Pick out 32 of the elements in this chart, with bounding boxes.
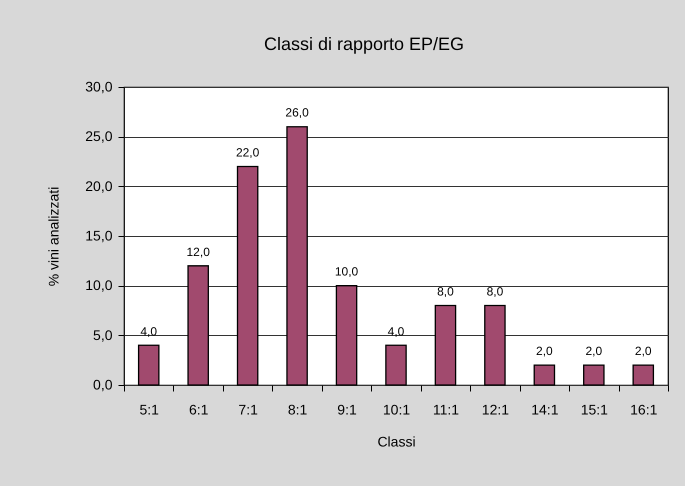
x-tick-label: 10:1 bbox=[382, 402, 410, 418]
x-tick-label: 16:1 bbox=[630, 402, 658, 418]
x-tick-label: 8:1 bbox=[288, 402, 308, 418]
y-tick-label: 10,0 bbox=[85, 277, 113, 294]
y-tick-label: 25,0 bbox=[85, 128, 113, 144]
y-tick-label: 20,0 bbox=[85, 178, 113, 194]
y-axis-title: % vini analizzati bbox=[45, 186, 62, 286]
x-tick-label: 14:1 bbox=[531, 402, 559, 418]
x-tick-label: 6:1 bbox=[188, 402, 209, 418]
x-tick-label: 9:1 bbox=[337, 402, 357, 418]
y-tick-label: 0,0 bbox=[93, 376, 113, 392]
y-tick-label: 5,0 bbox=[93, 326, 113, 343]
data-label: 2,0 bbox=[634, 344, 652, 358]
x-tick-label: 7:1 bbox=[238, 402, 258, 418]
data-label: 4,0 bbox=[388, 324, 405, 338]
data-label: 8,0 bbox=[486, 284, 504, 299]
chart-title: Classi di rapporto EP/EG bbox=[264, 34, 464, 54]
data-label: 26,0 bbox=[285, 106, 310, 120]
x-tick-label: 15:1 bbox=[580, 402, 608, 418]
data-label: 8,0 bbox=[437, 284, 454, 299]
data-label: 2,0 bbox=[536, 344, 554, 358]
x-tick-label: 12:1 bbox=[482, 402, 510, 418]
x-tick-label: 5:1 bbox=[139, 402, 160, 418]
x-axis-title: Classi bbox=[377, 434, 416, 450]
y-tick-label: 30,0 bbox=[85, 78, 113, 94]
data-label: 12,0 bbox=[186, 244, 210, 259]
data-label: 22,0 bbox=[236, 145, 260, 160]
data-label: 10,0 bbox=[334, 264, 359, 279]
data-label: 2,0 bbox=[585, 344, 602, 358]
x-tick-label: 11:1 bbox=[432, 402, 460, 418]
data-label: 4,0 bbox=[140, 324, 158, 338]
y-tick-label: 15,0 bbox=[85, 228, 113, 244]
